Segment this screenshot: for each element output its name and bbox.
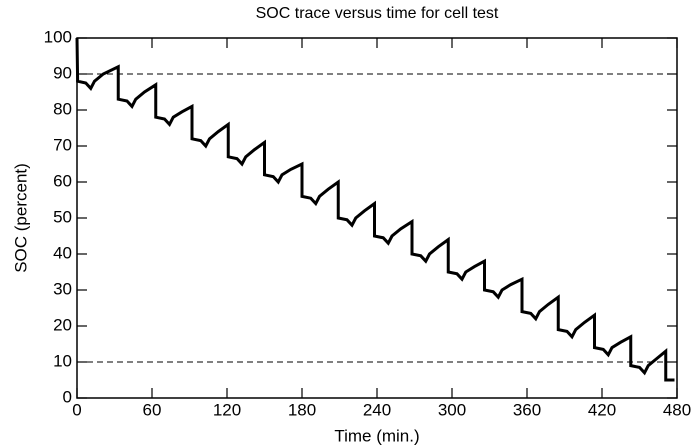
x-tick-label: 0: [72, 400, 81, 419]
x-tick-label: 120: [213, 400, 241, 419]
x-tick-label: 300: [438, 400, 466, 419]
y-tick-label: 90: [53, 63, 72, 82]
y-tick-label: 10: [53, 351, 72, 370]
x-tick-label: 360: [513, 400, 541, 419]
y-tick-label: 20: [53, 315, 72, 334]
y-tick-label: 100: [44, 27, 72, 46]
x-tick-label: 60: [143, 400, 162, 419]
y-tick-label: 70: [53, 135, 72, 154]
x-axis-label: Time (min.): [334, 426, 419, 445]
y-tick-label: 80: [53, 99, 72, 118]
y-tick-label: 0: [63, 387, 72, 406]
y-tick-label: 50: [53, 207, 72, 226]
x-tick-label: 480: [663, 400, 691, 419]
x-tick-label: 420: [588, 400, 616, 419]
y-axis-label: SOC (percent): [11, 163, 30, 273]
x-tick-label: 240: [363, 400, 391, 419]
y-tick-label: 30: [53, 279, 72, 298]
y-tick-label: 40: [53, 243, 72, 262]
plot-frame: [76, 37, 678, 399]
data-line: [75, 37, 675, 382]
chart-title: SOC trace versus time for cell test: [256, 5, 499, 22]
x-tick-label: 180: [288, 400, 316, 419]
y-tick-label: 60: [53, 171, 72, 190]
